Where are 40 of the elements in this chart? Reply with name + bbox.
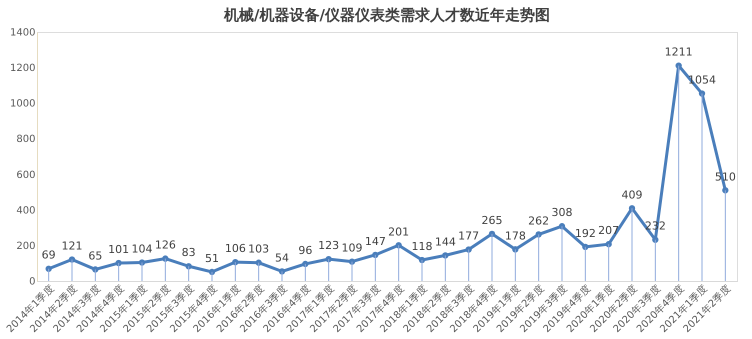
data-label: 69: [42, 248, 56, 262]
data-label: 192: [574, 226, 596, 240]
point: [372, 252, 378, 258]
data-label: 101: [108, 243, 130, 256]
point: [302, 260, 308, 268]
data-label: 144: [434, 235, 456, 248]
y-tick-label: 400: [16, 205, 36, 216]
y-tick-label: 0: [29, 276, 36, 288]
point: [512, 246, 518, 252]
data-label: 109: [342, 242, 362, 255]
data-label: 308: [552, 206, 572, 220]
data-label: 51: [205, 252, 219, 265]
data-label: 262: [528, 214, 550, 228]
data-label: 1211: [664, 46, 693, 59]
data-label: 126: [154, 238, 176, 252]
point: [442, 252, 448, 259]
y-tick-label: 1200: [10, 63, 36, 74]
y-tick-label: 1400: [10, 28, 36, 38]
chart-title: 机械/机器设备/仪器仪表类需求人才数近年走势图: [223, 6, 550, 24]
data-label: 104: [132, 242, 152, 256]
data-label: 178: [504, 229, 526, 242]
data-label: 265: [482, 214, 502, 227]
data-label: 83: [182, 246, 196, 260]
data-label: 123: [318, 239, 340, 252]
point: [582, 244, 588, 250]
data-label: 147: [364, 234, 386, 248]
data-label: 177: [458, 230, 480, 243]
y-tick-label: 200: [16, 240, 36, 252]
y-tick-label: 1000: [10, 98, 36, 110]
y-tick-label: 800: [16, 134, 36, 146]
data-label: 96: [298, 244, 312, 257]
data-label: 103: [248, 242, 270, 256]
data-label: 409: [622, 188, 642, 202]
data-label: 118: [412, 240, 432, 254]
y-tick-label: 600: [16, 170, 36, 181]
data-label: 201: [388, 225, 410, 238]
data-label: 65: [88, 249, 102, 262]
data-label: 106: [224, 242, 246, 256]
data-label: 121: [62, 239, 82, 252]
data-label: 54: [275, 251, 289, 264]
